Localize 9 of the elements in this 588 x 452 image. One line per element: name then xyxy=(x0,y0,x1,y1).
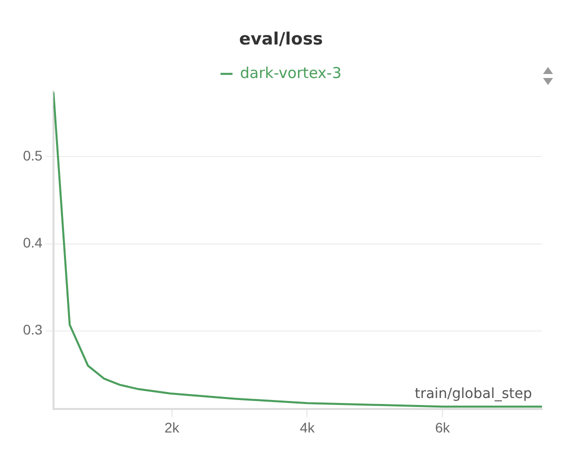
y-tick-label: 0.4 xyxy=(22,234,43,251)
y-tick-label: 0.3 xyxy=(22,322,43,338)
chart-title: eval/loss xyxy=(239,30,323,50)
x-tick-label: 2k xyxy=(164,419,180,436)
y-tick-label: 0.5 xyxy=(22,148,43,164)
x-tick-label: 4k xyxy=(300,419,316,436)
x-tick-label: 6k xyxy=(435,419,451,436)
legend-label: dark-vortex-3 xyxy=(240,64,342,82)
x-axis-title: train/global_step xyxy=(414,386,532,402)
